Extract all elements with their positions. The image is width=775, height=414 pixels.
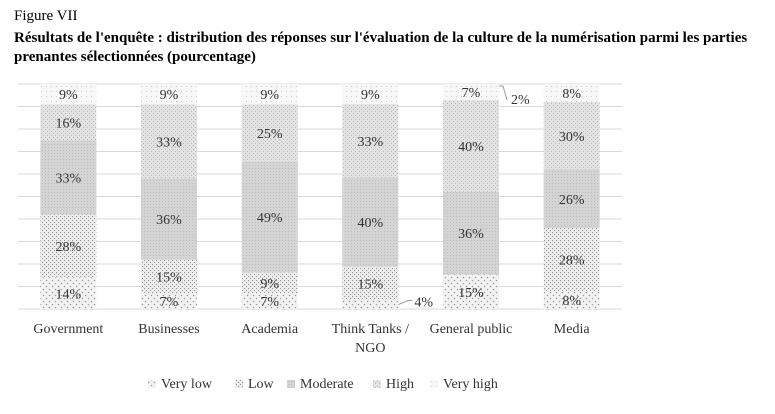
data-label-general-public-very-high: 7% bbox=[462, 86, 481, 101]
data-label-government-very-high: 9% bbox=[59, 88, 78, 103]
segment-labels: 14% 28% 33% 16% 9% 7% 15% 36% 33% 9% 7% 9% 49% 25% 9% 1… bbox=[55, 86, 584, 310]
legend-swatch-very-high bbox=[430, 380, 438, 388]
category-label-academia: Academia bbox=[241, 322, 299, 337]
bar-general-public-high bbox=[443, 100, 499, 192]
bar-academia-low bbox=[241, 272, 298, 294]
bar-think-tanks-ngo-high bbox=[342, 104, 399, 178]
bar-businesses-low bbox=[141, 259, 197, 294]
bar-businesses-very-high bbox=[141, 84, 197, 105]
category-label-general-public: General public bbox=[430, 322, 513, 337]
data-label-government-high: 16% bbox=[55, 116, 81, 131]
figure-label: Figure VII bbox=[14, 8, 78, 24]
data-label-media-very-low: 8% bbox=[562, 294, 581, 309]
bar-media-low bbox=[543, 228, 600, 291]
legend-swatch-high bbox=[373, 380, 381, 388]
data-label-businesses-very-high: 9% bbox=[160, 88, 179, 103]
data-label-general-public-very-low: 15% bbox=[458, 286, 484, 301]
data-label-businesses-high: 33% bbox=[156, 135, 182, 150]
bar-general-public-very-low bbox=[443, 274, 499, 309]
legend-swatch-low bbox=[235, 380, 243, 388]
data-label-government-very-low: 14% bbox=[55, 287, 81, 302]
data-label-government-low: 28% bbox=[55, 240, 81, 255]
bar-government-high bbox=[40, 104, 97, 141]
data-label-general-public-extra: 2% bbox=[511, 93, 530, 108]
data-label-academia-high: 25% bbox=[257, 127, 283, 142]
bar-media-moderate bbox=[543, 169, 600, 228]
data-label-think-tanks-ngo-high: 33% bbox=[357, 135, 383, 150]
legend-label-high: High bbox=[386, 377, 414, 392]
category-label-businesses: Businesses bbox=[138, 322, 199, 337]
legend-label-very-low: Very low bbox=[161, 377, 213, 392]
data-label-academia-low: 9% bbox=[260, 277, 279, 292]
data-label-general-public-high: 40% bbox=[458, 140, 484, 155]
data-label-businesses-low: 15% bbox=[156, 270, 182, 285]
bar-think-tanks-ngo-moderate bbox=[342, 177, 399, 267]
data-label-think-tanks-ngo-low: 15% bbox=[357, 277, 383, 292]
data-label-think-tanks-ngo-moderate: 40% bbox=[357, 216, 383, 231]
bar-think-tanks-ngo-very-high bbox=[342, 84, 399, 105]
bar-academia-very-low bbox=[241, 293, 298, 309]
category-labels: Government Businesses Academia Think Tanks … bbox=[33, 322, 590, 356]
bar-media-very-low bbox=[543, 291, 600, 309]
legend-label-low: Low bbox=[248, 377, 275, 392]
category-label-media: Media bbox=[554, 322, 591, 337]
bar-general-public-moderate bbox=[443, 191, 499, 275]
bar-general-public-very-high bbox=[443, 84, 499, 101]
data-label-media-moderate: 26% bbox=[559, 193, 585, 208]
bar-academia-moderate bbox=[241, 161, 298, 273]
data-label-businesses-moderate: 36% bbox=[156, 213, 182, 228]
data-label-media-very-high: 8% bbox=[562, 87, 581, 102]
legend-label-very-high: Very high bbox=[443, 377, 498, 392]
data-label-media-low: 28% bbox=[559, 254, 585, 269]
callouts: 4% 2% bbox=[398, 85, 530, 311]
data-label-businesses-very-low: 7% bbox=[160, 295, 179, 310]
callout-line-general-public-extra bbox=[499, 85, 508, 101]
data-label-academia-very-low: 7% bbox=[260, 295, 279, 310]
bar-academia-high bbox=[241, 104, 298, 162]
data-label-general-public-moderate: 36% bbox=[458, 227, 484, 242]
bar-media-very-high bbox=[543, 84, 600, 102]
gridlines bbox=[18, 83, 622, 310]
data-label-academia-moderate: 49% bbox=[257, 211, 283, 226]
bar-businesses-moderate bbox=[141, 178, 197, 260]
data-label-academia-very-high: 9% bbox=[260, 88, 279, 103]
data-label-media-high: 30% bbox=[559, 130, 585, 145]
category-label-think-tanks-ngo: Think Tanks / NGO bbox=[332, 322, 409, 356]
legend: Very low Low Moderate High Very high bbox=[148, 377, 498, 392]
bar-government-low bbox=[40, 214, 97, 278]
data-label-think-tanks-ngo-very-low: 4% bbox=[414, 296, 433, 311]
bar-think-tanks-ngo-very-low bbox=[342, 300, 399, 309]
data-label-government-moderate: 33% bbox=[55, 171, 81, 186]
bar-academia-very-high bbox=[241, 84, 298, 105]
bar-government-very-low bbox=[40, 277, 97, 309]
legend-label-moderate: Moderate bbox=[300, 377, 354, 392]
bar-businesses-high bbox=[141, 104, 197, 179]
callout-line-think-tanks-ngo-very-low bbox=[398, 300, 413, 306]
bar-businesses-very-low bbox=[141, 293, 197, 309]
figure-title: Résultats de l'enquête : distribution de… bbox=[14, 30, 748, 65]
category-label-government: Government bbox=[33, 322, 103, 337]
bars-group bbox=[40, 84, 600, 309]
bar-media-high bbox=[543, 102, 600, 170]
bar-think-tanks-ngo-low bbox=[342, 266, 399, 301]
legend-swatch-moderate bbox=[287, 380, 295, 388]
data-label-think-tanks-ngo-very-high: 9% bbox=[361, 88, 380, 103]
legend-swatch-very-low bbox=[148, 380, 156, 388]
bar-government-moderate bbox=[40, 140, 97, 215]
bar-government-very-high bbox=[40, 84, 97, 105]
